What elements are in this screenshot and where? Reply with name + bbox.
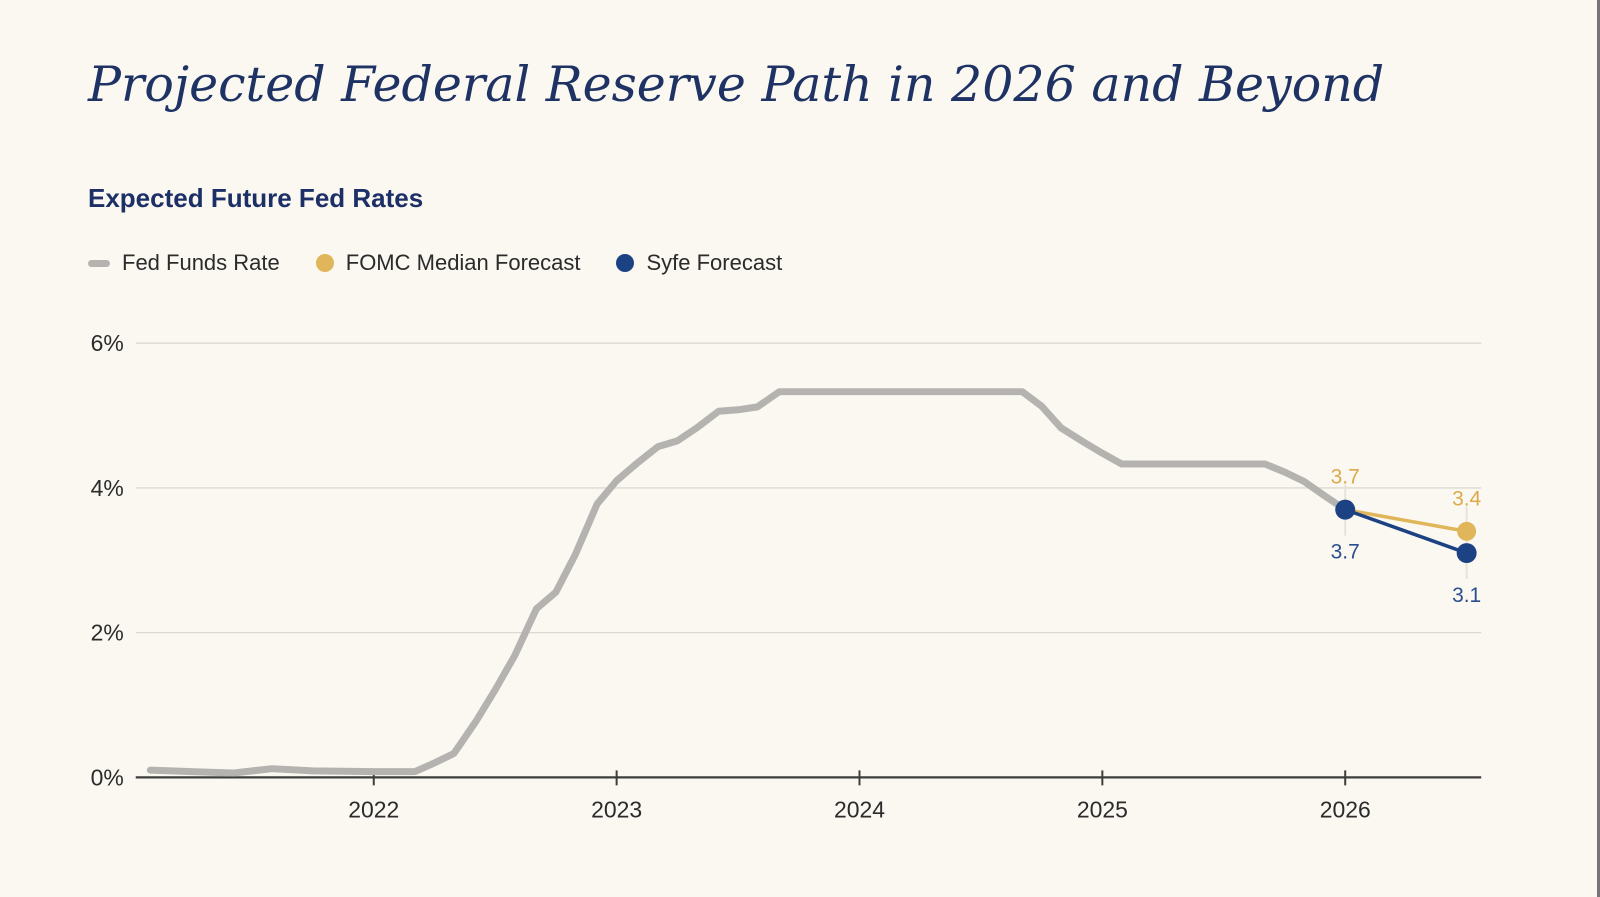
circle-marker-icon <box>616 254 635 272</box>
series-line-syfe-forecast <box>1343 507 1469 555</box>
page-title: Projected Federal Reserve Path in 2026 a… <box>88 56 1385 113</box>
chart-legend: Fed Funds Rate FOMC Median Forecast Syfe F… <box>88 250 782 276</box>
data-label: 3.7 <box>1331 466 1360 489</box>
y-axis-tick-label: 0% <box>91 764 124 790</box>
x-axis-tick-label: 2025 <box>1077 796 1128 822</box>
y-axis-tick-label: 6% <box>91 330 124 356</box>
x-axis-tick-label: 2022 <box>348 796 399 822</box>
legend-item-syfe-forecast: Syfe Forecast <box>616 250 782 276</box>
x-axis-tick-label: 2024 <box>834 796 885 822</box>
y-axis-tick-label: 4% <box>91 475 124 501</box>
legend-label: Fed Funds Rate <box>122 250 280 275</box>
data-label: 3.4 <box>1452 487 1481 510</box>
legend-item-fomc-median-forecast: FOMC Median Forecast <box>315 250 581 276</box>
legend-label: FOMC Median Forecast <box>345 250 581 275</box>
data-point-syfe-forecast <box>1456 543 1477 564</box>
legend-item-fed-funds-rate: Fed Funds Rate <box>88 250 280 276</box>
data-label: 3.1 <box>1452 584 1481 607</box>
legend-label: Syfe Forecast <box>646 250 783 275</box>
chart-subtitle: Expected Future Fed Rates <box>88 183 424 213</box>
data-point-fomc-median-forecast <box>1457 521 1477 541</box>
x-axis-tick-label: 2023 <box>591 796 642 822</box>
circle-marker-icon <box>315 254 334 272</box>
series-line-fomc-median-forecast <box>1343 507 1469 534</box>
data-point-syfe-forecast <box>1335 499 1356 520</box>
data-label: 3.7 <box>1331 541 1360 564</box>
x-axis-tick-label: 2026 <box>1320 796 1371 822</box>
dash-marker-icon <box>88 259 110 267</box>
series-line-fed-funds-rate <box>146 388 1349 777</box>
y-axis-tick-label: 2% <box>91 620 124 646</box>
